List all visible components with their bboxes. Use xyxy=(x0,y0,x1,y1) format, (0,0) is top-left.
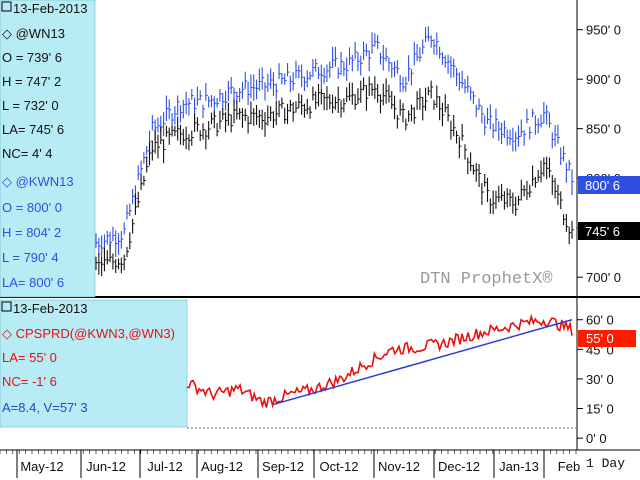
bottom-y-tick-label-1: 15' 0 xyxy=(586,402,614,417)
top-price-bars xyxy=(95,26,574,277)
x-tick-label-2: Jul-12 xyxy=(147,459,182,474)
top-y-tick-label-5: 950' 0 xyxy=(586,23,621,38)
wn13-net-change: NC= 4' 4 xyxy=(2,146,53,161)
kwn13-symbol: ◇ @KWN13 xyxy=(2,174,74,189)
top-y-tick-label-3: 850' 0 xyxy=(586,122,621,137)
kwn13-price-tag: 800' 6 xyxy=(585,178,620,193)
wn13-price-tag-bg xyxy=(578,222,640,240)
kwn13-high: H = 804' 2 xyxy=(2,225,61,240)
spread-price-tag: 55' 0 xyxy=(586,331,614,346)
top-y-tick-label-4: 900' 0 xyxy=(586,72,621,87)
x-tick-label-8: Jan-13 xyxy=(499,459,539,474)
x-tick-label-9: Feb xyxy=(558,459,580,474)
kwn13-price-tag-bg xyxy=(578,176,640,194)
kwn13-open: O = 800' 0 xyxy=(2,200,62,215)
x-tick-label-4: Sep-12 xyxy=(262,459,304,474)
x-tick-label-5: Oct-12 xyxy=(319,459,358,474)
spread-price-tag-bg xyxy=(578,330,636,347)
x-tick-label-3: Aug-12 xyxy=(201,459,243,474)
x-axis: May-12 Jun-12 Jul-12 Aug-12 Sep-12 Oct-12 Nov-… xyxy=(0,450,580,478)
wn13-price-tag: 745' 6 xyxy=(585,224,620,239)
x-tick-label-1: Jun-12 xyxy=(86,459,126,474)
top-date: 13-Feb-2013 xyxy=(13,1,87,16)
bottom-panel-icon[interactable] xyxy=(1,301,12,312)
top-info-box xyxy=(0,0,96,298)
wn13-high: H = 747' 2 xyxy=(2,74,61,89)
trendline xyxy=(272,319,573,406)
x-tick-label-7: Dec-12 xyxy=(438,459,480,474)
bottom-y-tick-label-0: 0' 0 xyxy=(586,431,607,446)
spread-line xyxy=(186,313,573,409)
spread-stats: A=8.4, V=57' 3 xyxy=(2,400,88,415)
watermark: DTN ProphetX® xyxy=(420,270,553,289)
spread-last: LA= 55' 0 xyxy=(2,350,57,365)
bottom-info-text: 13-Feb-2013 ◇ CPSPRD(@KWN3,@WN3) LA= 55'… xyxy=(1,301,175,415)
wn13-symbol: ◇ @WN13 xyxy=(2,26,65,41)
x-tick-label-6: Nov-12 xyxy=(378,459,420,474)
wn13-low: L = 732' 0 xyxy=(2,98,59,113)
top-panel xyxy=(0,0,640,297)
bottom-info-box xyxy=(0,299,188,428)
bottom-lines xyxy=(186,313,573,409)
interval-label[interactable]: 1 Day xyxy=(586,456,625,471)
top-info-text: 13-Feb-2013 ◇ @WN13 O = 739' 6 H = 747' … xyxy=(1,1,87,290)
kwn13-low: L = 790' 4 xyxy=(2,250,59,265)
top-y-tick-label-0: 700' 0 xyxy=(586,270,621,285)
bottom-y-tick-label-4: 60' 0 xyxy=(586,313,614,328)
x-tick-label-0: May-12 xyxy=(20,459,63,474)
spread-symbol: ◇ CPSPRD(@KWN3,@WN3) xyxy=(2,326,175,341)
wn13-last: LA= 745' 6 xyxy=(2,122,64,137)
top-panel-icon[interactable] xyxy=(1,1,12,12)
kwn13-last: LA= 800' 6 xyxy=(2,275,64,290)
bottom-y-tick-label-2: 30' 0 xyxy=(586,372,614,387)
wn13-open: O = 739' 6 xyxy=(2,50,62,65)
spread-net-change: NC= -1' 6 xyxy=(2,374,57,389)
bottom-date: 13-Feb-2013 xyxy=(13,301,87,316)
